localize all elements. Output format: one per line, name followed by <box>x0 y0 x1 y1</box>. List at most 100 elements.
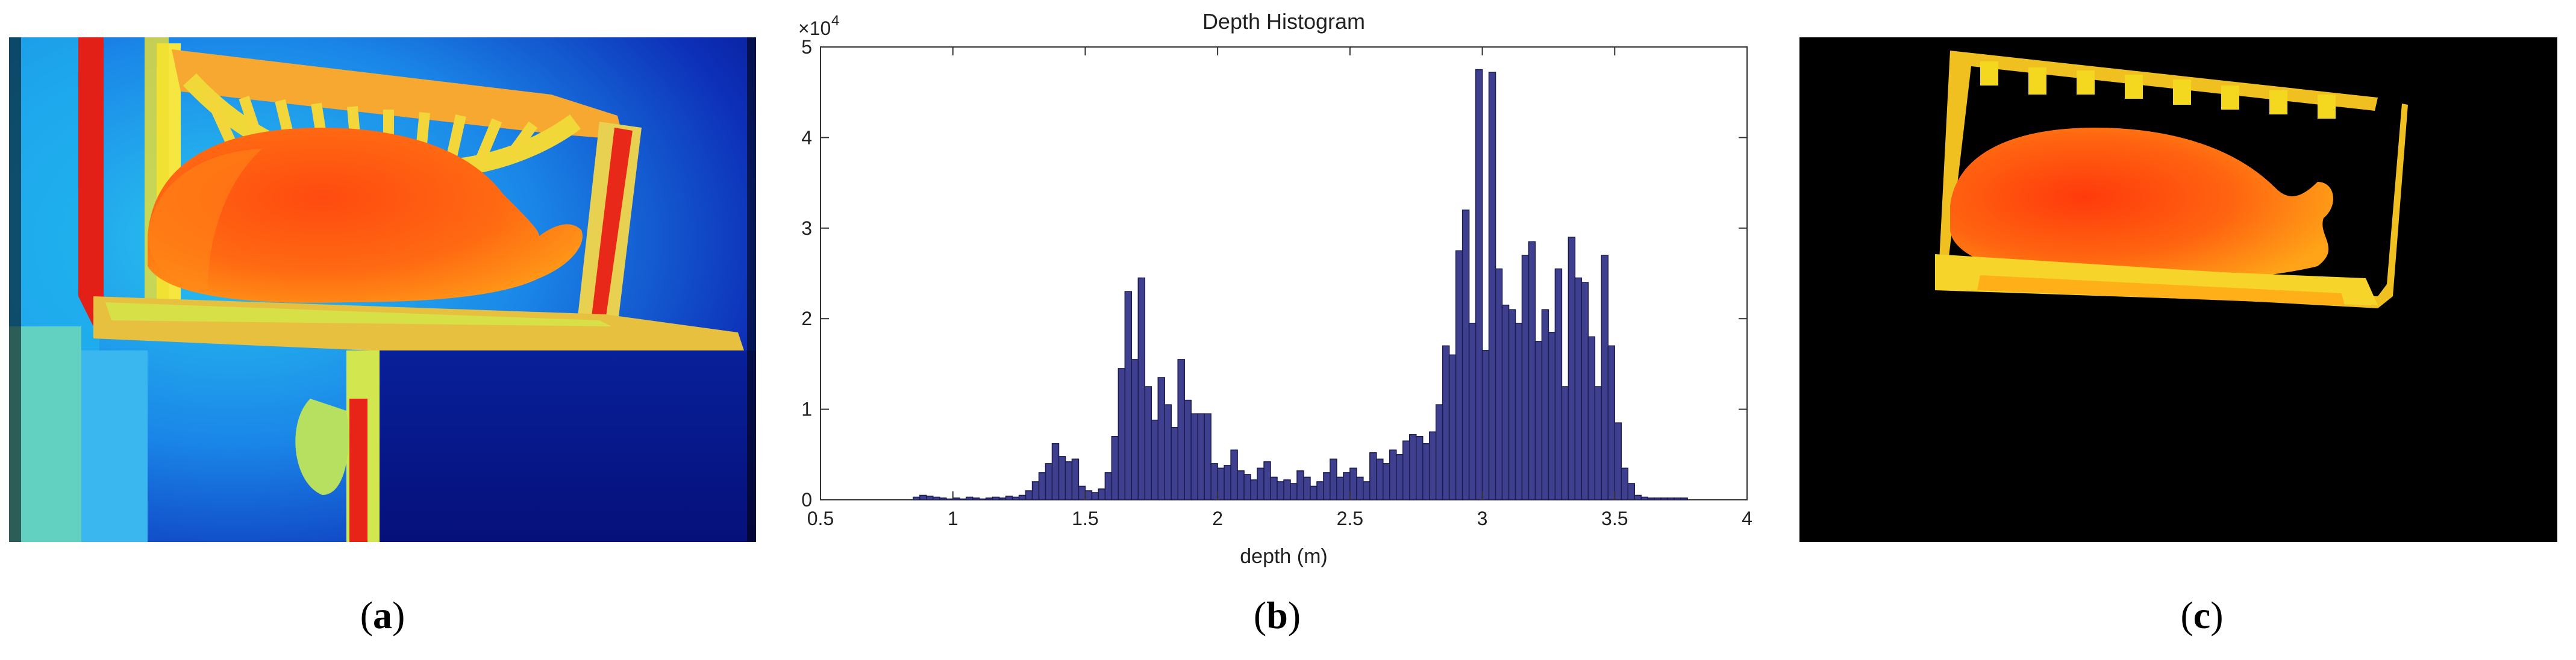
histogram-bar <box>1045 463 1053 500</box>
histogram-bar <box>1515 322 1523 500</box>
y-multiplier: ×10 4 <box>798 13 839 39</box>
histogram-bar <box>1164 404 1172 500</box>
histogram-bar <box>1640 496 1648 500</box>
y-tick-label: 5 <box>801 36 812 58</box>
histogram-bar <box>1243 474 1251 500</box>
histogram-bar <box>1442 345 1450 500</box>
histogram-bar <box>1290 483 1298 500</box>
histogram-bar <box>1614 422 1622 500</box>
histogram-bar <box>1574 277 1583 500</box>
histogram-bar <box>1594 386 1602 500</box>
segmented-depth-graphic <box>1799 37 2557 542</box>
histogram-bar <box>1534 341 1543 500</box>
chart-title: Depth Histogram <box>1202 9 1365 34</box>
histogram-bar <box>1071 458 1080 500</box>
histogram-bar <box>1402 440 1410 500</box>
histogram-bar <box>1064 461 1073 500</box>
histogram-bar <box>1587 336 1596 500</box>
histogram-bar <box>1011 496 1020 500</box>
x-axis-label: depth (m) <box>1240 545 1328 568</box>
histogram-bar <box>1363 481 1371 500</box>
histogram-bar <box>1455 250 1463 500</box>
histogram-bar <box>1204 413 1211 500</box>
histogram-bar <box>1475 69 1483 500</box>
histogram-bar <box>1548 332 1556 500</box>
histogram-bar <box>1131 359 1139 500</box>
x-tick-label: 1 <box>948 508 958 529</box>
histogram-bar <box>1323 472 1331 500</box>
histogram-bar <box>1257 467 1265 500</box>
histogram-bar <box>1349 467 1357 500</box>
x-axis-ticks: 0.5 1 1.5 2 2.5 3 3.5 4 <box>807 47 1752 529</box>
histogram-bar <box>1177 359 1185 500</box>
histogram-bar <box>1330 458 1337 500</box>
histogram-bar <box>933 496 940 500</box>
histogram-bar <box>1336 476 1344 500</box>
histogram-bar <box>972 497 980 500</box>
histogram-bar <box>1091 492 1099 500</box>
histogram-bar <box>1230 449 1238 500</box>
histogram-bar <box>1621 467 1629 500</box>
histogram-bar <box>1197 413 1205 500</box>
histogram-bar <box>1104 472 1113 500</box>
histogram-bar <box>1521 255 1530 500</box>
histogram-bar <box>919 494 927 500</box>
histogram-bar <box>1118 368 1126 500</box>
histogram-bar <box>1667 497 1675 500</box>
histogram-bar <box>1356 476 1364 500</box>
histogram-bar <box>965 496 974 500</box>
histogram-bar <box>1343 472 1351 500</box>
histogram-bar <box>1568 237 1576 500</box>
histogram-bar <box>1627 483 1635 500</box>
histogram-bar <box>1422 443 1430 500</box>
histogram-bar <box>1601 255 1609 500</box>
histogram-bar <box>1137 277 1146 500</box>
segmented-depth-image <box>1799 37 2557 542</box>
histogram-bar <box>1296 470 1304 500</box>
histogram-bar <box>1038 472 1046 500</box>
histogram-bar <box>1554 268 1563 500</box>
histogram-bar <box>1283 479 1291 500</box>
histogram-bar <box>1157 377 1166 500</box>
depth-histogram-chart: Depth Histogram ×10 4 0.5 1 1.5 2 2.5 3 3.5 4 0… <box>771 0 1771 602</box>
y-tick-label: 1 <box>801 399 812 420</box>
histogram-bar <box>1031 481 1040 500</box>
depth-map-graphic <box>9 37 756 542</box>
histogram-bar <box>1528 241 1536 500</box>
histogram-bar <box>1660 497 1668 500</box>
histogram-bar <box>913 496 921 500</box>
histogram-bar <box>1190 413 1198 500</box>
histogram-bar <box>1581 282 1589 500</box>
histogram-bar <box>1217 467 1225 500</box>
histogram-bar <box>1263 461 1271 500</box>
histogram-bar <box>1408 434 1417 500</box>
histogram-bar <box>1084 490 1093 500</box>
x-tick-label: 3 <box>1477 508 1488 529</box>
histogram-bar <box>1561 386 1569 500</box>
histogram-bar <box>1428 431 1437 500</box>
histogram-bar <box>1058 456 1066 500</box>
histogram-bar <box>1654 497 1662 500</box>
histogram-bar <box>1435 404 1443 500</box>
histogram-bar <box>1151 419 1159 500</box>
histogram-bar <box>1005 496 1013 500</box>
x-tick-label: 0.5 <box>807 508 834 529</box>
histogram-bar <box>1415 435 1424 500</box>
x-tick-label: 2 <box>1212 508 1223 529</box>
y-multiplier-base: ×10 <box>798 17 831 39</box>
histogram-bar <box>1495 268 1503 500</box>
histogram-bar <box>926 496 934 500</box>
histogram-bar <box>1680 497 1688 500</box>
histogram-bar <box>1488 72 1496 500</box>
histogram-bar <box>1184 399 1192 500</box>
histogram-bar <box>1310 485 1318 500</box>
y-tick-label: 4 <box>801 126 812 148</box>
histogram-bar <box>1270 476 1278 500</box>
histogram-bar <box>1111 435 1119 500</box>
histogram-bar <box>945 498 954 500</box>
histogram-bar <box>1018 494 1027 500</box>
histogram-bar <box>998 497 1007 500</box>
histogram-bar <box>1647 497 1655 500</box>
histogram-bars <box>913 69 1688 500</box>
y-tick-label: 3 <box>801 217 812 239</box>
